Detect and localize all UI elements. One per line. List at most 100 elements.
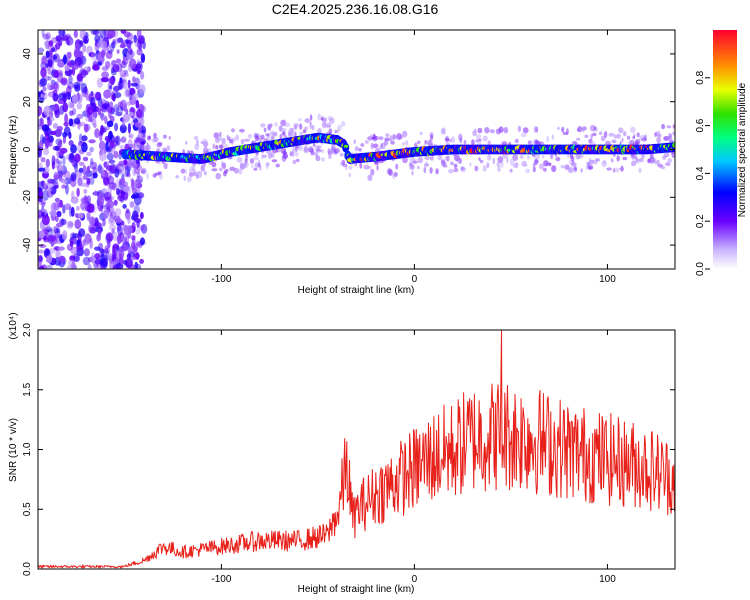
faint-blob	[385, 133, 390, 138]
noise-blob	[61, 179, 68, 184]
faint-blob	[572, 141, 578, 145]
faint-blob	[479, 159, 484, 164]
noise-blob	[113, 150, 119, 159]
faint-blob	[623, 131, 627, 137]
faint-blob	[392, 133, 396, 141]
noise-blob	[41, 124, 50, 132]
noise-blob	[44, 139, 49, 150]
noise-blob	[101, 71, 109, 79]
faint-blob	[128, 133, 134, 139]
faint-blob	[317, 145, 322, 149]
noise-blob	[89, 238, 93, 250]
faint-blob	[334, 148, 340, 154]
faint-blob	[284, 122, 291, 128]
faint-blob	[634, 138, 641, 145]
snr-plot-area	[38, 330, 675, 569]
noise-blob	[116, 188, 120, 196]
faint-blob	[429, 132, 434, 138]
noise-blob	[140, 211, 144, 220]
noise-blob	[99, 151, 107, 162]
noise-blob	[47, 57, 55, 68]
faint-blob	[166, 145, 171, 151]
noise-blob	[58, 30, 65, 37]
faint-blob	[247, 133, 253, 139]
noise-blob	[106, 200, 111, 206]
spectrogram-ytick-label: 40	[22, 48, 33, 60]
noise-blob	[81, 135, 88, 142]
noise-blob	[66, 53, 72, 60]
noise-blob	[61, 230, 68, 241]
noise-blob	[38, 47, 45, 54]
noise-blob	[48, 248, 56, 254]
faint-blob	[580, 168, 583, 173]
faint-blob	[139, 144, 144, 149]
noise-blob	[126, 39, 132, 49]
faint-blob	[309, 123, 313, 129]
faint-blob	[325, 122, 332, 128]
noise-blob	[114, 168, 120, 178]
noise-blob	[132, 76, 136, 83]
noise-blob	[100, 49, 105, 58]
spectrogram-xtick-label: 0	[412, 274, 418, 285]
faint-blob	[216, 134, 222, 141]
noise-blob	[105, 233, 111, 244]
noise-blob	[47, 76, 52, 81]
noise-blob	[74, 84, 81, 92]
faint-blob	[509, 168, 513, 173]
noise-blob	[92, 172, 98, 179]
noise-blob	[119, 259, 125, 265]
faint-blob	[656, 159, 660, 167]
faint-blob	[180, 168, 186, 174]
faint-blob	[245, 154, 249, 161]
noise-blob	[83, 175, 88, 180]
faint-blob	[231, 128, 235, 133]
noise-blob	[42, 189, 49, 201]
faint-blob	[657, 133, 662, 138]
faint-blob	[498, 126, 504, 133]
faint-blob	[548, 162, 552, 167]
noise-blob	[78, 122, 86, 127]
noise-blob	[76, 73, 84, 82]
noise-blob	[91, 252, 95, 261]
noise-blob	[63, 121, 69, 127]
faint-blob	[282, 130, 286, 137]
snr-xtick-label: 100	[599, 574, 616, 585]
noise-blob	[86, 203, 95, 214]
faint-blob	[378, 136, 384, 141]
faint-blob	[636, 158, 640, 164]
noise-blob	[64, 65, 71, 72]
noise-blob	[127, 216, 131, 225]
noise-blob	[103, 89, 111, 99]
noise-blob	[112, 243, 119, 250]
noise-blob	[80, 70, 89, 76]
spectrogram-y-label: Frequency (Hz)	[8, 116, 19, 185]
faint-blob	[430, 156, 434, 161]
faint-blob	[492, 157, 495, 165]
noise-blob	[140, 53, 146, 63]
noise-blob	[41, 30, 45, 37]
noise-blob	[72, 233, 80, 239]
noise-blob	[118, 160, 125, 167]
faint-blob	[211, 168, 218, 172]
faint-blob	[501, 141, 508, 146]
noise-blob	[42, 33, 50, 40]
spectrogram-x-label: Height of straight line (km)	[298, 285, 415, 296]
noise-blob	[138, 36, 144, 45]
faint-blob	[275, 163, 280, 168]
noise-blob	[121, 77, 128, 89]
noise-blob	[92, 111, 98, 119]
faint-blob	[446, 155, 450, 162]
faint-blob	[584, 134, 589, 139]
faint-blob	[671, 154, 675, 159]
noise-blob	[110, 78, 115, 86]
noise-blob	[114, 122, 119, 132]
noise-blob	[76, 187, 80, 197]
faint-blob	[543, 160, 549, 167]
faint-blob	[520, 132, 527, 138]
noise-blob	[98, 140, 106, 151]
noise-blob	[51, 209, 57, 217]
noise-blob	[69, 110, 74, 116]
faint-blob	[294, 151, 299, 157]
faint-blob	[610, 158, 614, 163]
faint-blob	[280, 127, 287, 132]
